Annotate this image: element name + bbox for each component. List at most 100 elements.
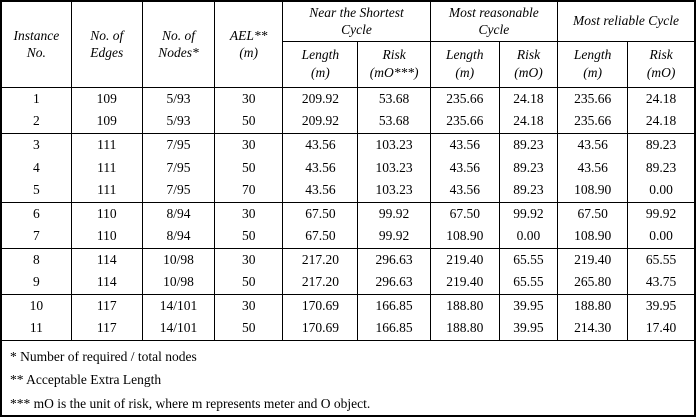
footnote-required-total-nodes: * Number of required / total nodes <box>10 348 197 364</box>
table-cell: 214.30 <box>557 317 629 341</box>
table-cell: 24.18 <box>627 110 696 134</box>
table-cell: 53.68 <box>357 110 431 134</box>
table-header: Instance No. No. of Edges No. of Nodes* … <box>0 0 696 88</box>
table-row: 8 114 10/98 30 217.20 296.63 219.40 65.55 219.40… <box>0 248 696 271</box>
col-header-ns-length: Length (m) <box>282 40 359 88</box>
table-cell: 4 <box>0 156 72 179</box>
table-cell: 0.00 <box>627 179 696 203</box>
table-cell: 235.66 <box>429 87 500 110</box>
table-cell: 111 <box>70 156 143 179</box>
table-cell: 219.40 <box>429 248 500 271</box>
table-cell: 14/101 <box>141 294 216 317</box>
table-cell: 65.55 <box>627 248 696 271</box>
table-row: 7 110 8/94 50 67.50 99.92 108.90 0.00 108.90 0.00 <box>0 225 696 249</box>
col-header-mr-length: Length (m) <box>429 40 500 88</box>
table-cell: 30 <box>214 87 284 110</box>
table-cell: 1 <box>0 87 72 110</box>
header-row-groups: Instance No. No. of Edges No. of Nodes* … <box>0 0 696 88</box>
table-cell: 103.23 <box>357 156 431 179</box>
table-cell: 30 <box>214 294 284 317</box>
table-cell: 39.95 <box>498 294 559 317</box>
table-cell: 9 <box>0 271 72 295</box>
table-cell: 103.23 <box>357 179 431 203</box>
table-cell: 5 <box>0 179 72 203</box>
table-cell: 111 <box>70 133 143 156</box>
table-cell: 30 <box>214 248 284 271</box>
table-cell: 109 <box>70 110 143 134</box>
table-cell: 219.40 <box>557 248 629 271</box>
table-cell: 43.56 <box>282 133 359 156</box>
table-cell: 110 <box>70 202 143 225</box>
table-cell: 50 <box>214 225 284 249</box>
col-header-rel-risk: Risk (mO) <box>627 40 696 88</box>
table-cell: 0.00 <box>498 225 559 249</box>
table-cell: 53.68 <box>357 87 431 110</box>
table-cell: 235.66 <box>429 110 500 134</box>
table-cell: 43.56 <box>557 156 629 179</box>
table-cell: 7/95 <box>141 133 216 156</box>
table-cell: 10/98 <box>141 271 216 295</box>
table-cell: 296.63 <box>357 248 431 271</box>
table-cell: 219.40 <box>429 271 500 295</box>
group-header-near-shortest-cycle: Near the Shortest Cycle <box>282 0 431 42</box>
table-cell: 50 <box>214 271 284 295</box>
table-cell: 5/93 <box>141 87 216 110</box>
table-cell: 39.95 <box>627 294 696 317</box>
table-cell: 108.90 <box>557 225 629 249</box>
table-cell: 8 <box>0 248 72 271</box>
table-cell: 24.18 <box>498 110 559 134</box>
table-cell: 70 <box>214 179 284 203</box>
table-cell: 209.92 <box>282 87 359 110</box>
col-header-edges: No. of Edges <box>70 0 143 88</box>
table-cell: 43.56 <box>282 179 359 203</box>
col-header-instance-no: Instance No. <box>0 0 72 88</box>
table-cell: 89.23 <box>627 156 696 179</box>
table-cell: 89.23 <box>498 179 559 203</box>
table-cell: 265.80 <box>557 271 629 295</box>
table-cell: 67.50 <box>282 202 359 225</box>
table-cell: 5/93 <box>141 110 216 134</box>
table-cell: 43.56 <box>429 133 500 156</box>
table-row: 11 117 14/101 50 170.69 166.85 188.80 39.95 214.… <box>0 317 696 341</box>
table-cell: 99.92 <box>357 225 431 249</box>
table-cell: 108.90 <box>429 225 500 249</box>
table-cell: 67.50 <box>282 225 359 249</box>
table-row: 6 110 8/94 30 67.50 99.92 67.50 99.92 67.50 99.92 <box>0 202 696 225</box>
table-cell: 166.85 <box>357 294 431 317</box>
table-row: 10 117 14/101 30 170.69 166.85 188.80 39.95 188.… <box>0 294 696 317</box>
table-row: 2 109 5/93 50 209.92 53.68 235.66 24.18 235.66 24… <box>0 110 696 134</box>
table-cell: 67.50 <box>557 202 629 225</box>
table-cell: 43.75 <box>627 271 696 295</box>
table-cell: 24.18 <box>498 87 559 110</box>
col-header-mr-risk: Risk (mO) <box>498 40 559 88</box>
table-cell: 89.23 <box>498 156 559 179</box>
table-row: 4 111 7/95 50 43.56 103.23 43.56 89.23 43.56 89.2… <box>0 156 696 179</box>
table-cell: 110 <box>70 225 143 249</box>
footnote-acceptable-extra-length: ** Acceptable Extra Length <box>10 372 162 387</box>
footnote-risk-unit: *** mO is the unit of risk, where m repr… <box>10 395 371 411</box>
table-row: 3 111 7/95 30 43.56 103.23 43.56 89.23 43.56 89.2… <box>0 133 696 156</box>
table-cell: 7/95 <box>141 179 216 203</box>
table-cell: 296.63 <box>357 271 431 295</box>
table-cell: 3 <box>0 133 72 156</box>
table-cell: 235.66 <box>557 110 629 134</box>
table-row: 9 114 10/98 50 217.20 296.63 219.40 65.55 265.80… <box>0 271 696 295</box>
table-cell: 89.23 <box>627 133 696 156</box>
table-cell: 235.66 <box>557 87 629 110</box>
col-header-ns-risk: Risk (mO***) <box>357 40 431 88</box>
table-cell: 67.50 <box>429 202 500 225</box>
group-header-most-reasonable-cycle: Most reasonable Cycle <box>429 0 559 42</box>
table-cell: 89.23 <box>498 133 559 156</box>
table-cell: 8/94 <box>141 225 216 249</box>
table-cell: 50 <box>214 156 284 179</box>
table-cell: 39.95 <box>498 317 559 341</box>
table-cell: 0.00 <box>627 225 696 249</box>
table-cell: 43.56 <box>557 133 629 156</box>
table-cell: 109 <box>70 87 143 110</box>
footnotes-cell: * Number of required / total nodes ** Ac… <box>1 340 695 416</box>
table-cell: 188.80 <box>429 317 500 341</box>
footnotes-row: * Number of required / total nodes ** Ac… <box>1 340 695 416</box>
table-body: 1 109 5/93 30 209.92 53.68 235.66 24.18 235.66 24… <box>0 87 696 341</box>
